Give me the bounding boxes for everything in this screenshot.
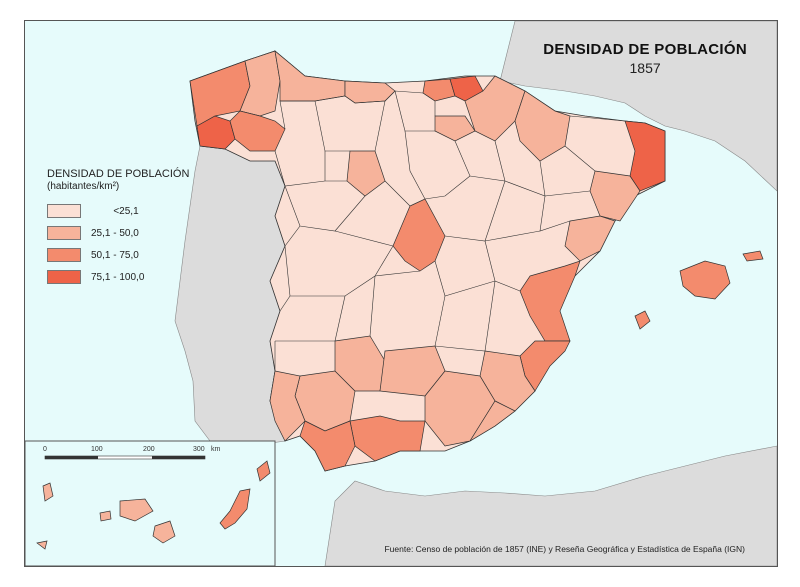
legend-swatch [47, 270, 81, 284]
scale-tick: 300 [193, 446, 205, 453]
scale-bar [44, 455, 206, 460]
legend-row: <25,1 [47, 200, 189, 222]
island-fuerteventura [219, 488, 251, 530]
legend-row: 50,1 - 75,0 [47, 244, 189, 266]
island-grancanaria [152, 520, 176, 544]
map-title-block: DENSIDAD DE POBLACIÓN 1857 [543, 41, 747, 76]
region-huesca [514, 90, 571, 162]
legend-label: 25,1 - 50,0 [91, 227, 139, 239]
region-valencia [519, 260, 581, 342]
credit-text: Elaborado por: Instituto Geográfico Naci… [384, 559, 745, 566]
africa-landmass [324, 445, 777, 566]
map-year: 1857 [629, 60, 661, 76]
island-menorca [742, 250, 764, 262]
scale-tick: 200 [143, 446, 155, 453]
island-hierro [36, 540, 48, 550]
legend-label: 75,1 - 100,0 [91, 271, 145, 283]
region-valladolid [346, 150, 386, 197]
legend-subtitle: (habitantes/km²) [47, 181, 120, 192]
source-block: Fuente: Censo de población de 1857 (INE)… [384, 539, 745, 566]
region-barcelona [624, 120, 666, 192]
legend-label: 50,1 - 75,0 [91, 249, 139, 261]
region-castellon [564, 215, 616, 262]
region-larioja [434, 115, 476, 142]
province-borders [274, 90, 626, 371]
island-mallorca [679, 260, 731, 300]
island-tenerife [119, 498, 154, 522]
region-cadiz [299, 420, 356, 472]
region-asturias [274, 50, 346, 102]
map-title: DENSIDAD DE POBLACIÓN [543, 41, 747, 58]
source-text: Fuente: Censo de población de 1857 (INE)… [384, 544, 745, 554]
map-frame: DENSIDAD DE POBLACIÓN 1857 DENSIDAD DE P… [24, 20, 778, 567]
island-lapalma [42, 482, 54, 502]
island-lanzarote [256, 460, 271, 482]
region-malaga [349, 415, 426, 462]
legend-swatch [47, 204, 81, 218]
legend-label: <25,1 [113, 205, 139, 217]
region-madrid [392, 198, 446, 272]
region-vizcaya [422, 78, 456, 102]
scale-unit: km [211, 446, 221, 453]
island-ibiza [634, 310, 651, 330]
legend: DENSIDAD DE POBLACIÓN (habitantes/km²) <… [47, 168, 189, 288]
map-canvas [25, 21, 777, 566]
canary-inset-frame [25, 440, 276, 566]
legend-swatch [47, 248, 81, 262]
legend-swatch [47, 226, 81, 240]
legend-row: 25,1 - 50,0 [47, 222, 189, 244]
scale-tick: 0 [43, 446, 47, 453]
legend-row: 75,1 - 100,0 [47, 266, 189, 288]
region-huelva [269, 370, 306, 442]
legend-title: DENSIDAD DE POBLACIÓN [47, 168, 190, 180]
scale-tick: 100 [91, 446, 103, 453]
island-gomera [99, 510, 112, 522]
portugal-landmass [174, 145, 286, 447]
region-almeria [469, 400, 516, 442]
